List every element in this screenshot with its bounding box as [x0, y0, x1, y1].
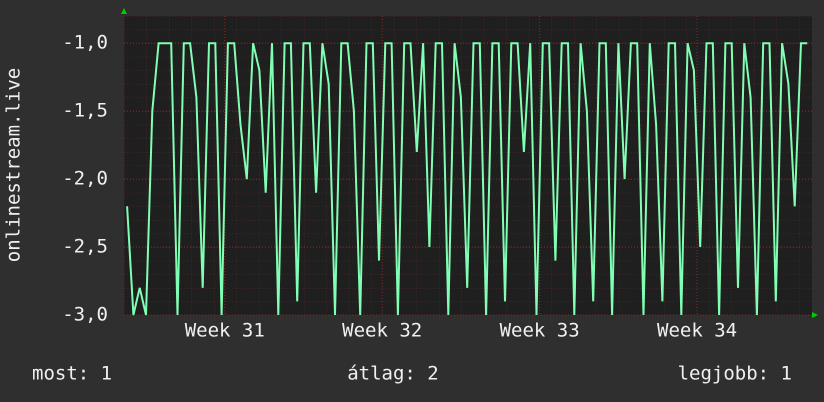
- stat-average: átlag: 2: [347, 363, 439, 385]
- y-tick-label: -3,0: [62, 304, 108, 326]
- y-tick-label: -2,0: [62, 168, 108, 190]
- y-tick-label: -2,5: [62, 236, 108, 258]
- stat-best: legjobb: 1: [678, 363, 792, 385]
- stat-current: most: 1: [32, 363, 112, 385]
- x-tick-label: Week 32: [342, 320, 422, 342]
- y-axis-label: onlinestream.live: [3, 68, 25, 262]
- y-tick-label: -1,5: [62, 100, 108, 122]
- plot: -3,0 -2,5 -2,0 -1,5 -1,0 Week 31 Week 32 Week 3…: [62, 16, 812, 342]
- y-tick-label: -1,0: [62, 32, 108, 54]
- x-tick-label: Week 34: [657, 320, 737, 342]
- x-tick-label: Week 31: [185, 320, 265, 342]
- x-tick-label: Week 33: [500, 320, 580, 342]
- data-line: [126, 42, 808, 316]
